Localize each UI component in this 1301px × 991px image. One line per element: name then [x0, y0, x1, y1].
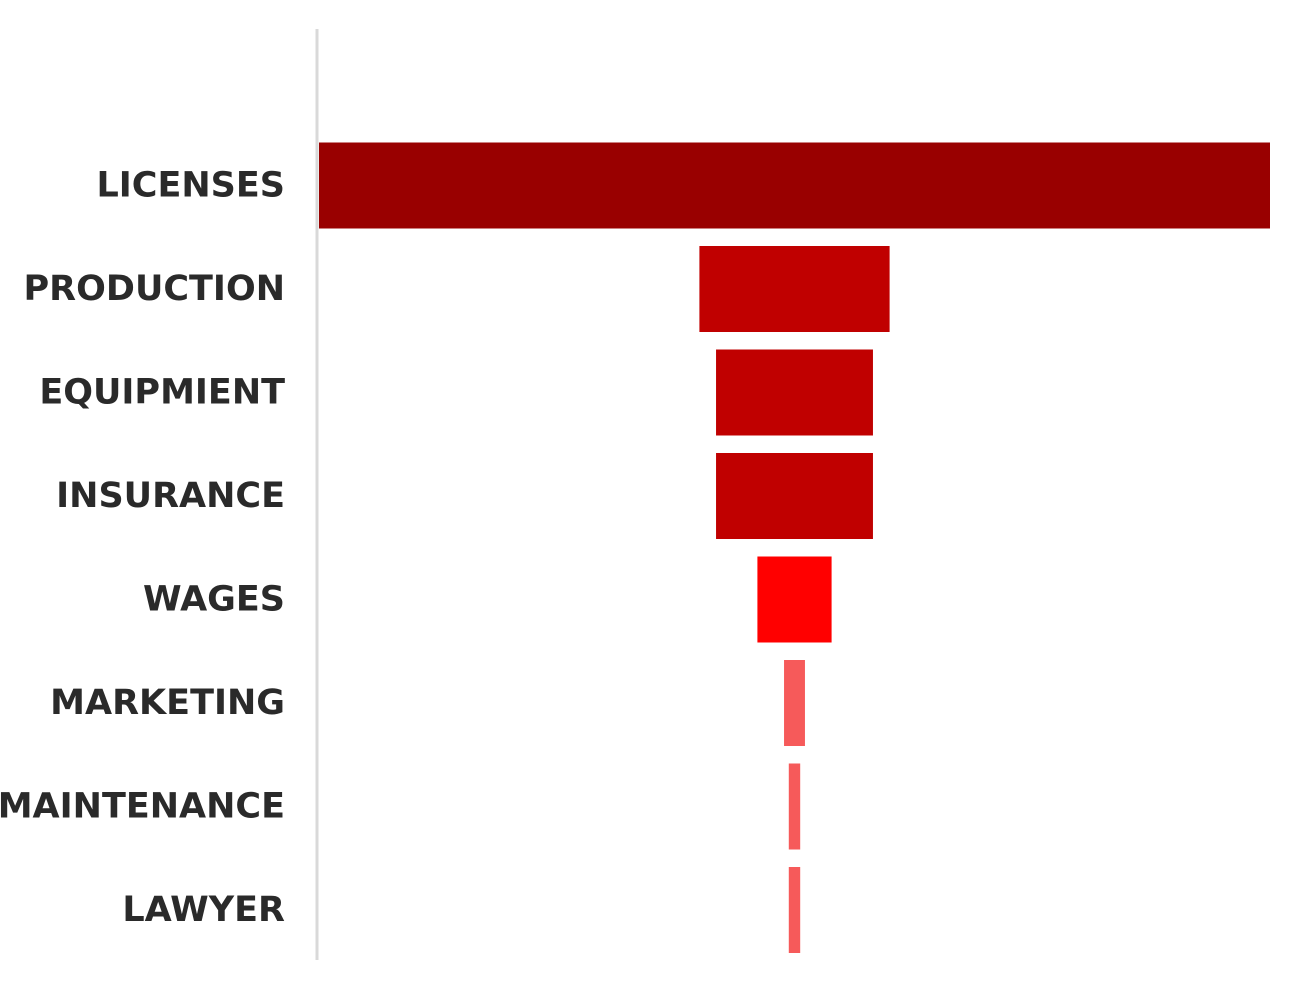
bar-wages	[757, 556, 832, 643]
category-label-lawyer: LAWYER	[122, 890, 285, 930]
bar-lawyer	[788, 867, 801, 953]
category-label-wages: WAGES	[143, 580, 285, 620]
category-label-equipmient: EQUIPMIENT	[39, 373, 285, 413]
category-label-marketing: MARKETING	[50, 683, 285, 723]
bar-production	[699, 246, 890, 332]
bar-equipmient	[716, 349, 873, 436]
category-label-licenses: LICENSES	[96, 166, 285, 206]
bar-marketing	[784, 660, 805, 746]
bar-licenses	[319, 142, 1270, 229]
category-labels: LICENSES PRODUCTION EQUIPMIENT INSURANCE WAG…	[0, 166, 285, 931]
category-label-production: PRODUCTION	[24, 269, 285, 309]
bar-maintenance	[788, 763, 801, 850]
bars	[319, 142, 1270, 953]
bar-insurance	[716, 453, 873, 539]
category-label-insurance: INSURANCE	[56, 476, 285, 516]
category-label-maintenance: MAINTENANCE	[0, 787, 285, 827]
